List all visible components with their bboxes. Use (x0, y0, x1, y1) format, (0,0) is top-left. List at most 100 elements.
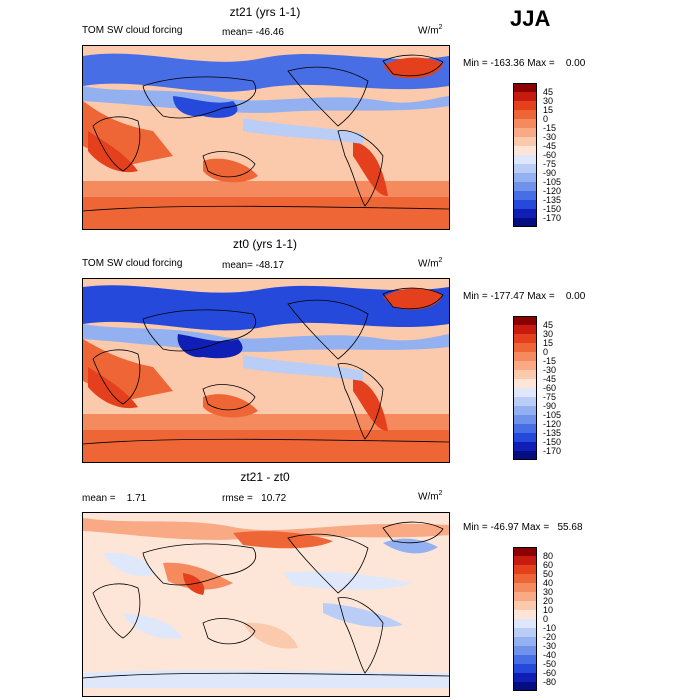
panel-1-mean: mean= -46.46 (222, 27, 284, 38)
colorbar-swatch (513, 209, 537, 218)
panel-2-colorbar (513, 316, 537, 460)
colorbar-swatch (513, 592, 537, 601)
colorbar-label: -120 (543, 419, 562, 429)
colorbar-label: 0 (543, 114, 549, 124)
colorbar-label: 30 (543, 329, 554, 339)
colorbar-swatch (513, 137, 537, 146)
colorbar-swatch (513, 119, 537, 128)
colorbar-swatch (513, 146, 537, 155)
colorbar-label: -90 (543, 401, 557, 411)
colorbar-swatch (513, 379, 537, 388)
colorbar-swatch (513, 583, 537, 592)
colorbar-label: -60 (543, 150, 557, 160)
colorbar-label: 30 (543, 587, 554, 597)
colorbar-swatch (513, 556, 537, 565)
colorbar-label: -40 (543, 650, 557, 660)
colorbar-label: 80 (543, 551, 554, 561)
colorbar-label: 45 (543, 320, 554, 330)
colorbar-label: -15 (543, 356, 557, 366)
colorbar-swatch (513, 83, 537, 92)
panel-3-title: zt21 - zt0 (240, 470, 290, 484)
colorbar-label: -150 (543, 204, 562, 214)
colorbar-label: -80 (543, 677, 557, 687)
colorbar-swatch (513, 574, 537, 583)
panel-3-colorbar (513, 547, 537, 691)
colorbar-swatch (513, 361, 537, 370)
colorbar-swatch (513, 655, 537, 664)
colorbar-label: -30 (543, 365, 557, 375)
colorbar-swatch (513, 92, 537, 101)
colorbar-label: 10 (543, 605, 554, 615)
colorbar-label: -45 (543, 374, 557, 384)
colorbar-swatch (513, 442, 537, 451)
colorbar-swatch (513, 316, 537, 325)
colorbar-label: 0 (543, 347, 549, 357)
panel-1-minmax: Min = -163.36 Max = 0.00 (463, 58, 586, 69)
colorbar-swatch (513, 619, 537, 628)
colorbar-swatch (513, 547, 537, 556)
colorbar-swatch (513, 388, 537, 397)
colorbar-label: 30 (543, 96, 554, 106)
colorbar-swatch (513, 664, 537, 673)
panel-2-map (82, 278, 450, 463)
panel-3-rmse: rmse = 10.72 (222, 493, 287, 504)
colorbar-swatch (513, 610, 537, 619)
colorbar-label: 0 (543, 614, 549, 624)
colorbar-swatch (513, 128, 537, 137)
colorbar-label: 40 (543, 578, 554, 588)
colorbar-swatch (513, 325, 537, 334)
panel-3-mean: mean = 1.71 (82, 493, 147, 504)
colorbar-label: -105 (543, 177, 562, 187)
colorbar-swatch (513, 370, 537, 379)
colorbar-swatch (513, 646, 537, 655)
colorbar-swatch (513, 101, 537, 110)
colorbar-swatch (513, 155, 537, 164)
panel-2-title: zt0 (yrs 1-1) (232, 237, 297, 251)
colorbar-label: -50 (543, 659, 557, 669)
colorbar-swatch (513, 343, 537, 352)
colorbar-label: 20 (543, 596, 554, 606)
colorbar-swatch (513, 173, 537, 182)
colorbar-label: -105 (543, 410, 562, 420)
season-label: JJA (510, 6, 551, 31)
colorbar-label: -150 (543, 437, 562, 447)
colorbar-label: -60 (543, 383, 557, 393)
colorbar-label: 60 (543, 560, 554, 570)
colorbar-label: -135 (543, 428, 562, 438)
colorbar-swatch (513, 200, 537, 209)
colorbar-swatch (513, 601, 537, 610)
colorbar-swatch (513, 110, 537, 119)
colorbar-swatch (513, 682, 537, 691)
colorbar-label: 15 (543, 105, 554, 115)
colorbar-label: -30 (543, 132, 557, 142)
panel-1-title: zt21 (yrs 1-1) (229, 5, 301, 19)
colorbar-label: -170 (543, 213, 562, 223)
colorbar-swatch (513, 451, 537, 460)
panel-2-var-label: TOM SW cloud forcing (82, 258, 183, 269)
panel-1-map (82, 45, 450, 230)
colorbar-swatch (513, 397, 537, 406)
panel-1-var-label: TOM SW cloud forcing (82, 25, 183, 36)
colorbar-swatch (513, 565, 537, 574)
colorbar-swatch (513, 628, 537, 637)
colorbar-label: -90 (543, 168, 557, 178)
panel-3-units: W/m2 (418, 490, 443, 503)
colorbar-swatch (513, 415, 537, 424)
colorbar-swatch (513, 433, 537, 442)
panel-2-mean: mean= -48.17 (222, 260, 284, 271)
colorbar-label: -10 (543, 623, 557, 633)
panel-3-minmax: Min = -46.97 Max = 55.68 (463, 522, 583, 533)
colorbar-label: -60 (543, 668, 557, 678)
colorbar-swatch (513, 164, 537, 173)
colorbar-label: -170 (543, 446, 562, 456)
colorbar-label: -75 (543, 392, 557, 402)
colorbar-label: -15 (543, 123, 557, 133)
colorbar-swatch (513, 352, 537, 361)
colorbar-swatch (513, 406, 537, 415)
colorbar-label: 50 (543, 569, 554, 579)
colorbar-swatch (513, 424, 537, 433)
colorbar-label: 15 (543, 338, 554, 348)
panel-1-colorbar (513, 83, 537, 227)
panel-3-map (82, 512, 450, 697)
colorbar-swatch (513, 191, 537, 200)
